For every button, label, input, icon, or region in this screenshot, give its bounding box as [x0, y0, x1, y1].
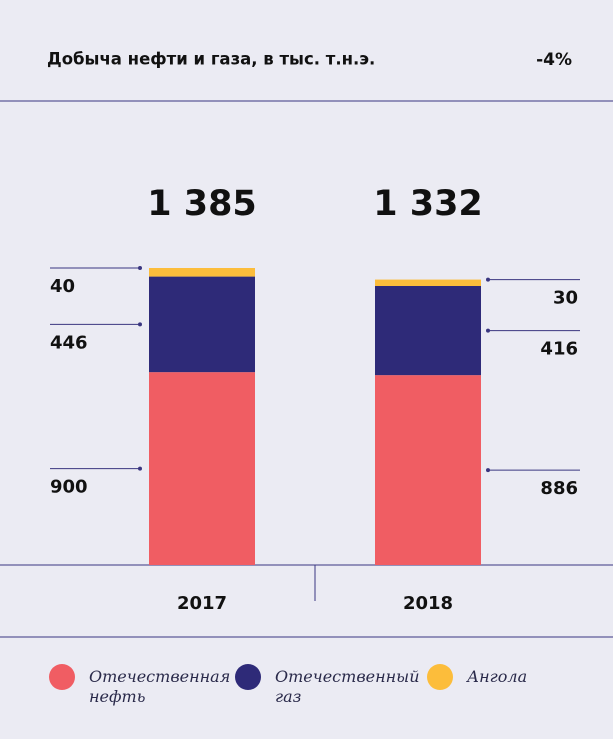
- leader-dot: [138, 266, 142, 270]
- legend-swatch: [235, 664, 261, 690]
- legend-swatch: [427, 664, 453, 690]
- bar-segment: [149, 276, 255, 373]
- data-label: 30: [553, 288, 578, 309]
- data-label: 446: [50, 332, 88, 353]
- bar-segment: [149, 372, 255, 565]
- change: -4%: [536, 50, 572, 70]
- leader-dot: [138, 466, 142, 471]
- legend-label: Ангола: [467, 667, 528, 686]
- data-label: 40: [50, 276, 75, 297]
- legend-swatch: [49, 664, 75, 690]
- data-label: 416: [540, 339, 578, 360]
- bar-segment: [149, 268, 255, 277]
- x-tick-label: 2017: [177, 593, 227, 614]
- legend-label: Отечественная нефть: [89, 667, 231, 706]
- leader-dot: [138, 322, 142, 327]
- leader-dot: [486, 468, 490, 473]
- data-label: 886: [540, 478, 578, 499]
- bar-segment: [375, 286, 481, 376]
- x-tick-label: 2018: [403, 593, 453, 614]
- bar-segment: [375, 279, 481, 286]
- data-label: 900: [50, 477, 88, 498]
- bar-segment: [375, 375, 481, 565]
- total-label: 1 332: [373, 184, 483, 224]
- chart-title: Добыча нефти и газа, в тыс. т.н.э.: [47, 50, 375, 69]
- leader-dot: [486, 277, 490, 282]
- total-label: 1 385: [147, 184, 257, 224]
- legend-label: Отечественный газ: [275, 667, 420, 706]
- leader-dot: [486, 328, 490, 333]
